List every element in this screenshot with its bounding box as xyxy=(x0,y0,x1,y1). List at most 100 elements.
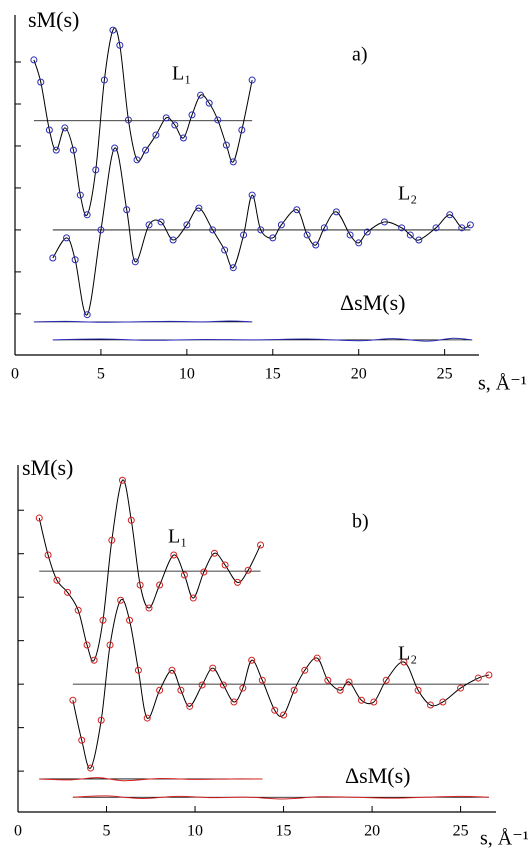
data-point xyxy=(426,701,434,709)
x-tick-label: 15 xyxy=(276,823,292,840)
data-point xyxy=(485,671,493,679)
data-point xyxy=(133,156,141,164)
data-point xyxy=(324,676,332,684)
data-point xyxy=(170,551,178,559)
x-tick-label: 10 xyxy=(187,823,203,840)
data-point xyxy=(239,684,247,692)
annotation: ΔsM(s) xyxy=(340,290,405,315)
data-point xyxy=(30,56,38,64)
data-point xyxy=(37,78,45,86)
data-point xyxy=(124,116,132,124)
data-point xyxy=(230,698,238,706)
x-tick-label: 5 xyxy=(103,823,111,840)
data-point xyxy=(156,581,164,589)
data-point xyxy=(116,41,124,49)
annotation: ΔsM(s) xyxy=(345,763,410,788)
data-point xyxy=(209,226,217,234)
panel-label: b) xyxy=(352,511,369,533)
data-point xyxy=(126,616,134,624)
data-point xyxy=(171,121,179,129)
data-point xyxy=(61,124,69,132)
x-tick-label: 10 xyxy=(179,366,195,383)
data-point xyxy=(257,541,265,549)
series-line xyxy=(72,598,490,769)
data-point xyxy=(97,226,105,234)
data-point xyxy=(380,218,388,226)
x-tick-label: 20 xyxy=(351,366,367,383)
data-point xyxy=(406,231,414,239)
data-point xyxy=(414,686,422,694)
series-line xyxy=(72,795,489,800)
data-point xyxy=(92,166,100,174)
x-tick-label: 0 xyxy=(14,823,22,840)
data-point xyxy=(290,686,298,694)
data-point xyxy=(238,126,246,134)
series-label: L₂ xyxy=(398,183,417,205)
data-point xyxy=(49,254,57,262)
data-point xyxy=(363,228,371,236)
data-point xyxy=(180,571,188,579)
data-point xyxy=(248,191,256,199)
data-point xyxy=(179,134,187,142)
data-point xyxy=(83,311,91,319)
data-point xyxy=(74,606,82,614)
data-point xyxy=(346,231,354,239)
data-point xyxy=(186,702,194,710)
data-point xyxy=(183,221,191,229)
data-point xyxy=(45,126,53,134)
data-point xyxy=(76,191,84,199)
data-point xyxy=(198,681,206,689)
data-point xyxy=(345,678,353,686)
data-point xyxy=(219,681,227,689)
data-point xyxy=(177,686,185,694)
x-tick-label: 25 xyxy=(437,366,453,383)
y-axis-label: sM(s) xyxy=(28,7,79,32)
data-point xyxy=(90,656,98,664)
data-point xyxy=(157,218,165,226)
data-point xyxy=(53,576,61,584)
data-point xyxy=(446,211,454,219)
series-label: L₁ xyxy=(172,63,191,85)
data-point xyxy=(439,698,447,706)
data-point xyxy=(69,146,77,154)
series-line xyxy=(39,777,263,782)
data-point xyxy=(83,211,91,219)
data-point xyxy=(142,146,150,154)
data-point xyxy=(301,666,309,674)
data-point xyxy=(280,711,288,719)
data-point xyxy=(168,666,176,674)
data-point xyxy=(123,206,131,214)
series-line xyxy=(33,320,253,323)
data-point xyxy=(248,76,256,84)
data-point xyxy=(457,684,465,692)
data-point xyxy=(357,696,365,704)
data-point xyxy=(162,114,170,122)
data-point xyxy=(195,204,203,212)
data-point xyxy=(97,716,105,724)
data-point xyxy=(145,221,153,229)
data-point xyxy=(63,234,71,242)
data-point xyxy=(355,239,363,247)
data-point xyxy=(336,686,344,694)
data-point xyxy=(44,551,52,559)
data-point xyxy=(293,206,301,214)
data-point xyxy=(117,596,125,604)
x-axis-label: s, Å⁻¹ xyxy=(480,828,529,850)
series-label: L₁ xyxy=(168,526,187,548)
data-point xyxy=(64,588,72,596)
data-point xyxy=(277,221,285,229)
data-point xyxy=(108,536,116,544)
data-point xyxy=(370,698,378,706)
data-point xyxy=(398,224,406,232)
data-point xyxy=(258,676,266,684)
data-point xyxy=(197,91,205,99)
data-point xyxy=(127,516,135,524)
data-point xyxy=(240,231,248,239)
data-point xyxy=(69,696,77,704)
x-tick-label: 5 xyxy=(97,366,105,383)
data-point xyxy=(466,221,474,229)
data-point xyxy=(214,116,222,124)
data-point xyxy=(312,241,320,249)
data-point xyxy=(87,764,95,772)
data-point xyxy=(99,616,107,624)
